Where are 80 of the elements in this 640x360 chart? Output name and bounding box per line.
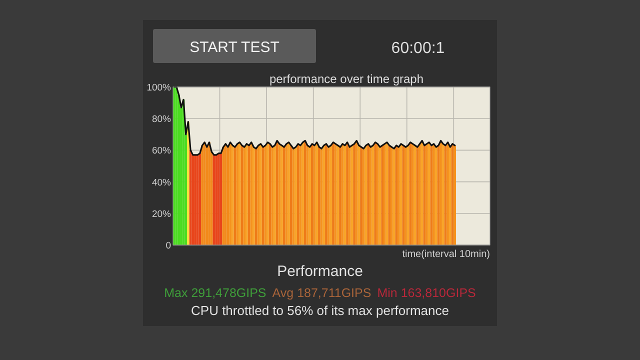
- bar: [260, 144, 262, 245]
- bar: [266, 142, 269, 245]
- bar: [440, 140, 442, 245]
- bar: [224, 144, 227, 245]
- bar: [446, 142, 449, 245]
- bar: [310, 144, 314, 245]
- bar: [246, 144, 248, 245]
- bar: [420, 140, 424, 245]
- bar: [308, 147, 311, 245]
- bar: [426, 144, 428, 245]
- bar: [257, 145, 260, 245]
- bar: [418, 144, 421, 245]
- bar: [325, 144, 328, 245]
- bar: [355, 140, 358, 245]
- bar: [390, 147, 393, 245]
- bar: [201, 145, 204, 245]
- bar: [318, 147, 320, 245]
- text: Min 163,810GIPS: [377, 286, 476, 300]
- bar: [434, 147, 438, 245]
- bar: [369, 147, 372, 245]
- bar: [336, 145, 340, 245]
- bar: [330, 145, 332, 245]
- bar: [395, 145, 398, 245]
- bar: [416, 147, 419, 245]
- bar: [274, 145, 276, 245]
- text: 60:00:1: [391, 40, 445, 57]
- bar: [264, 145, 267, 245]
- bar: [348, 147, 351, 245]
- text: Avg 187,711GIPS: [272, 286, 372, 300]
- bar: [428, 142, 430, 245]
- bar: [383, 144, 386, 245]
- text: Performance: [277, 263, 363, 280]
- bar: [222, 147, 224, 245]
- bar: [252, 147, 255, 245]
- x-axis-title: time(interval 10min): [402, 249, 490, 260]
- bar: [243, 147, 246, 245]
- bar: [376, 144, 379, 245]
- bar: [236, 144, 238, 245]
- bar: [271, 147, 274, 245]
- bar: [288, 142, 290, 245]
- chart-title: performance over time graph: [269, 72, 424, 86]
- y-tick-label: 20%: [152, 208, 172, 220]
- bar: [367, 144, 370, 245]
- bar: [302, 142, 304, 245]
- bar: [448, 147, 452, 245]
- bar: [381, 145, 384, 245]
- y-tick-label: 0: [166, 240, 171, 252]
- y-tick-label: 60%: [152, 146, 172, 157]
- bar: [362, 148, 365, 245]
- bar: [304, 140, 306, 245]
- bar: [187, 122, 190, 245]
- text: START TEST: [190, 39, 280, 56]
- bar: [198, 153, 202, 245]
- bar: [278, 144, 281, 245]
- bar: [344, 145, 346, 245]
- y-tick-label: 80%: [152, 114, 172, 126]
- bar: [280, 145, 283, 245]
- bar: [442, 144, 444, 245]
- bar: [404, 147, 407, 245]
- bar: [374, 142, 376, 245]
- bar: [409, 142, 412, 245]
- bar: [238, 142, 241, 245]
- bar: [388, 145, 391, 245]
- bar: [250, 142, 253, 245]
- bar: [398, 147, 400, 245]
- bar: [296, 144, 300, 245]
- bar: [432, 144, 435, 245]
- text: CPU throttled to 56% of its max performance: [191, 303, 449, 318]
- line-series: [173, 86, 456, 156]
- bar: [282, 147, 286, 245]
- y-tick-label: 100%: [146, 82, 172, 94]
- bar: [322, 145, 326, 245]
- text: Max 291,478GIPS: [164, 286, 266, 300]
- bar: [231, 145, 234, 245]
- bar: [294, 147, 297, 245]
- y-tick-label: 40%: [152, 177, 172, 188]
- bar: [290, 145, 292, 245]
- bar: [454, 145, 456, 245]
- bar: [316, 142, 318, 245]
- bar: [412, 144, 414, 245]
